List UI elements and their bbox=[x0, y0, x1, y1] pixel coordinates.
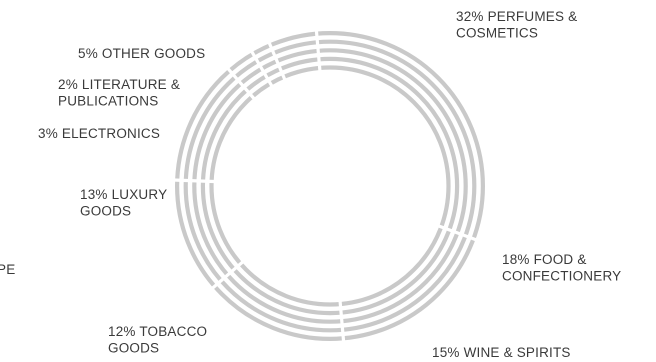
slice-label-line: 32% PERFUMES & bbox=[456, 9, 577, 24]
ring-3 bbox=[192, 48, 468, 324]
slice-separators bbox=[173, 29, 478, 343]
slice-label-line: GOODS bbox=[80, 204, 131, 219]
slice-label-line: 15% WINE & SPIRITS bbox=[432, 345, 571, 360]
slice-separator-1 bbox=[435, 223, 478, 242]
slice-separator-5 bbox=[225, 66, 257, 102]
ring-2 bbox=[183, 39, 477, 333]
ring-5 bbox=[209, 65, 451, 307]
slice-label-6: 3% ELECTRONICS bbox=[38, 126, 160, 141]
slice-label-4: 12% TOBACCO GOODS bbox=[108, 324, 207, 356]
slice-label-8: 5% OTHER GOODS bbox=[78, 46, 205, 61]
slice-label-2: 18% FOOD & CONFECTIONERY bbox=[502, 252, 621, 284]
slice-labels: 32% PERFUMES & COSMETICS 18% FOOD & CONFECT… bbox=[38, 9, 621, 360]
slice-label-line: 12% TOBACCO bbox=[108, 324, 207, 339]
donut-rings bbox=[175, 31, 485, 341]
slice-label-line: 18% FOOD & bbox=[502, 252, 587, 267]
ring-1 bbox=[175, 31, 485, 341]
slice-separator-7 bbox=[267, 40, 288, 83]
slice-label-line: GOODS bbox=[108, 341, 159, 356]
slice-label-line: CONFECTIONERY bbox=[502, 269, 621, 284]
slice-label-line: PUBLICATIONS bbox=[58, 94, 158, 109]
slice-label-line: COSMETICS bbox=[456, 26, 538, 41]
slice-label-3: 15% WINE & SPIRITS bbox=[432, 345, 571, 360]
slice-separator-2 bbox=[338, 298, 346, 343]
slice-separator-6 bbox=[249, 49, 275, 89]
slice-separator-8 bbox=[314, 29, 322, 74]
slice-label-7: 2% LITERATURE & PUBLICATIONS bbox=[58, 77, 180, 109]
cut-off-label-fragment: PE bbox=[0, 262, 15, 277]
slice-label-5: 13% LUXURY GOODS bbox=[80, 187, 167, 219]
slice-label-line: 13% LUXURY bbox=[80, 187, 167, 202]
slice-label-line: 5% OTHER GOODS bbox=[78, 46, 205, 61]
slice-separator-4 bbox=[173, 178, 217, 184]
ring-4 bbox=[200, 56, 460, 316]
slice-separator-3 bbox=[210, 259, 246, 291]
slice-label-line: 2% LITERATURE & bbox=[58, 77, 180, 92]
slice-label-1: 32% PERFUMES & COSMETICS bbox=[456, 9, 577, 41]
slice-label-line: 3% ELECTRONICS bbox=[38, 126, 160, 141]
